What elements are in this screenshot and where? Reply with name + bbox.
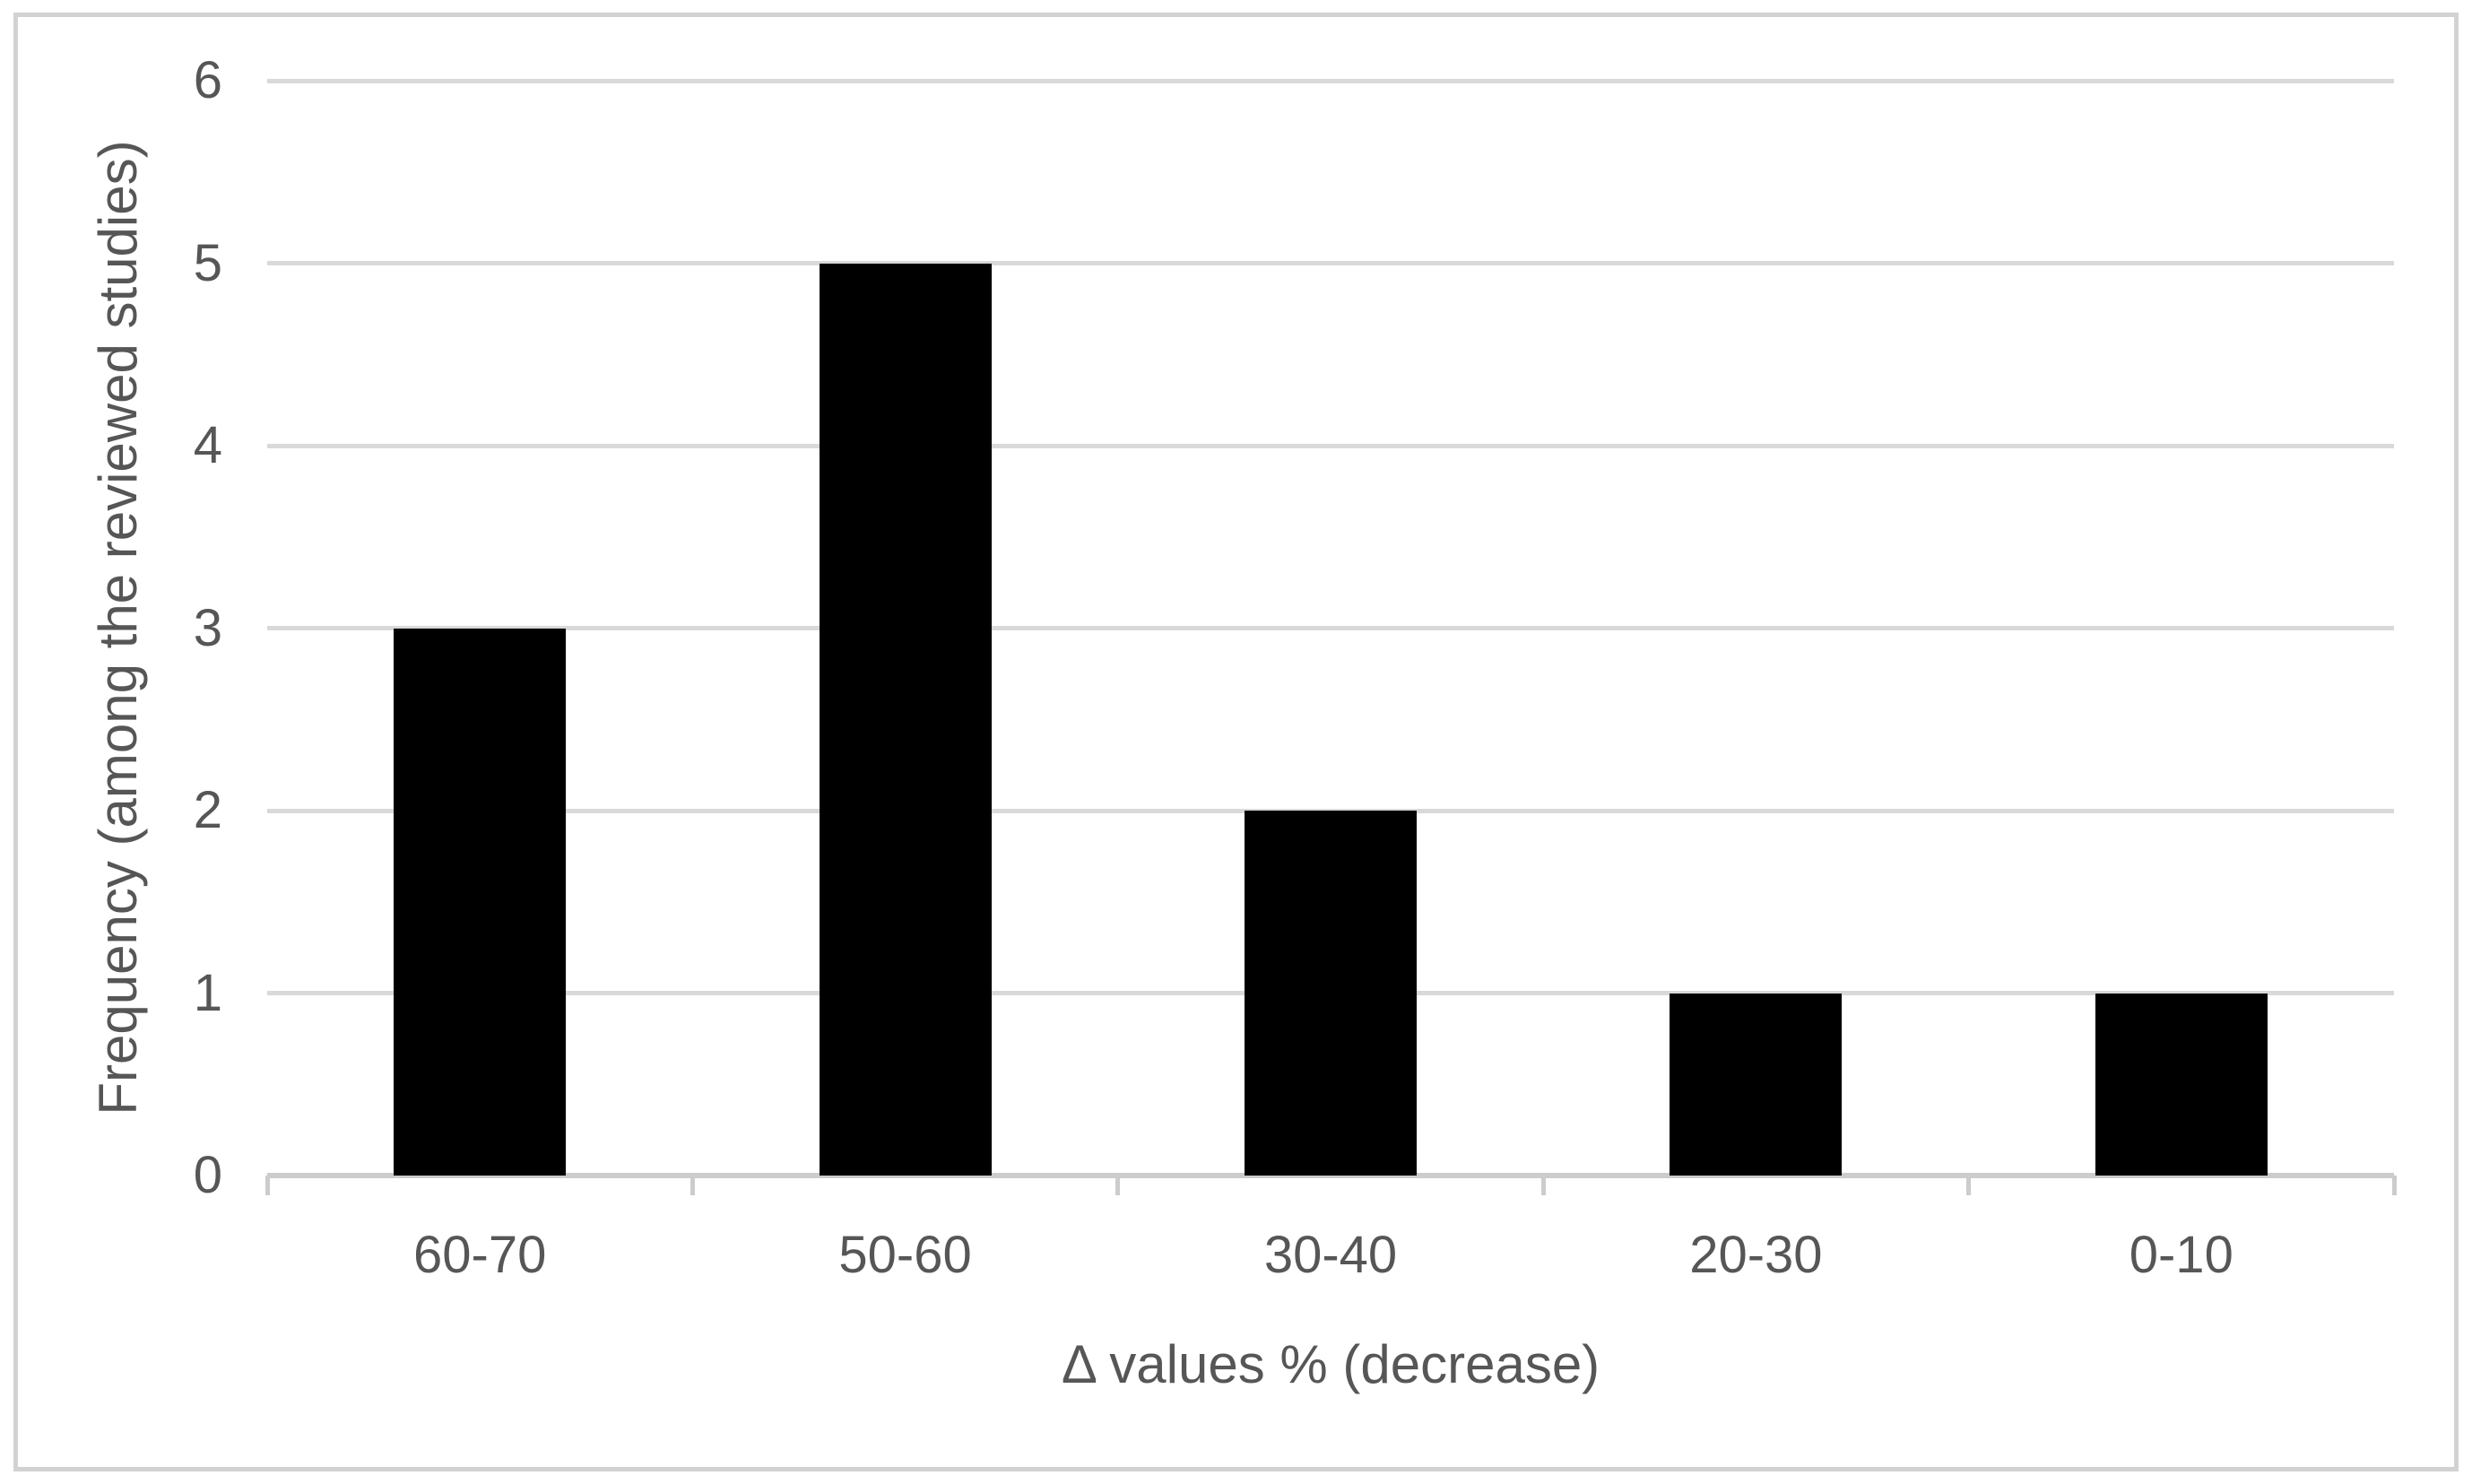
bar-50-60 <box>819 263 992 1176</box>
x-axis-tick <box>2391 1176 2397 1195</box>
x-tick-label-50-60: 50-60 <box>838 1226 972 1284</box>
x-axis-tick <box>690 1176 695 1195</box>
y-tick-label-1: 1 <box>193 963 222 1022</box>
y-tick-label-3: 3 <box>193 598 222 657</box>
gridline-y-4 <box>267 443 2394 448</box>
bar-20-30 <box>1670 993 1843 1176</box>
x-axis-tick <box>1966 1176 1972 1195</box>
gridline-y-6 <box>267 78 2394 83</box>
x-axis-title: Δ values % (decrease) <box>1061 1334 1600 1394</box>
x-axis-tick <box>1115 1176 1121 1195</box>
y-tick-label-0: 0 <box>193 1146 222 1204</box>
gridline-y-5 <box>267 261 2394 265</box>
y-tick-label-4: 4 <box>193 416 222 474</box>
x-tick-label-0-10: 0-10 <box>2129 1226 2233 1284</box>
x-axis-tick <box>1540 1176 1546 1195</box>
x-axis-line <box>267 1173 2394 1178</box>
y-tick-label-5: 5 <box>193 233 222 292</box>
bar-0-10 <box>2095 993 2268 1176</box>
x-axis-tick <box>265 1176 270 1195</box>
bar-60-70 <box>394 628 567 1176</box>
y-tick-label-6: 6 <box>193 51 222 109</box>
x-tick-label-30-40: 30-40 <box>1263 1226 1398 1284</box>
gridline-y-3 <box>267 626 2394 630</box>
y-tick-label-2: 2 <box>193 781 222 839</box>
plot-area <box>265 78 2397 1195</box>
bar-30-40 <box>1245 811 1417 1176</box>
x-tick-label-60-70: 60-70 <box>413 1226 547 1284</box>
x-tick-label-20-30: 20-30 <box>1689 1226 1823 1284</box>
